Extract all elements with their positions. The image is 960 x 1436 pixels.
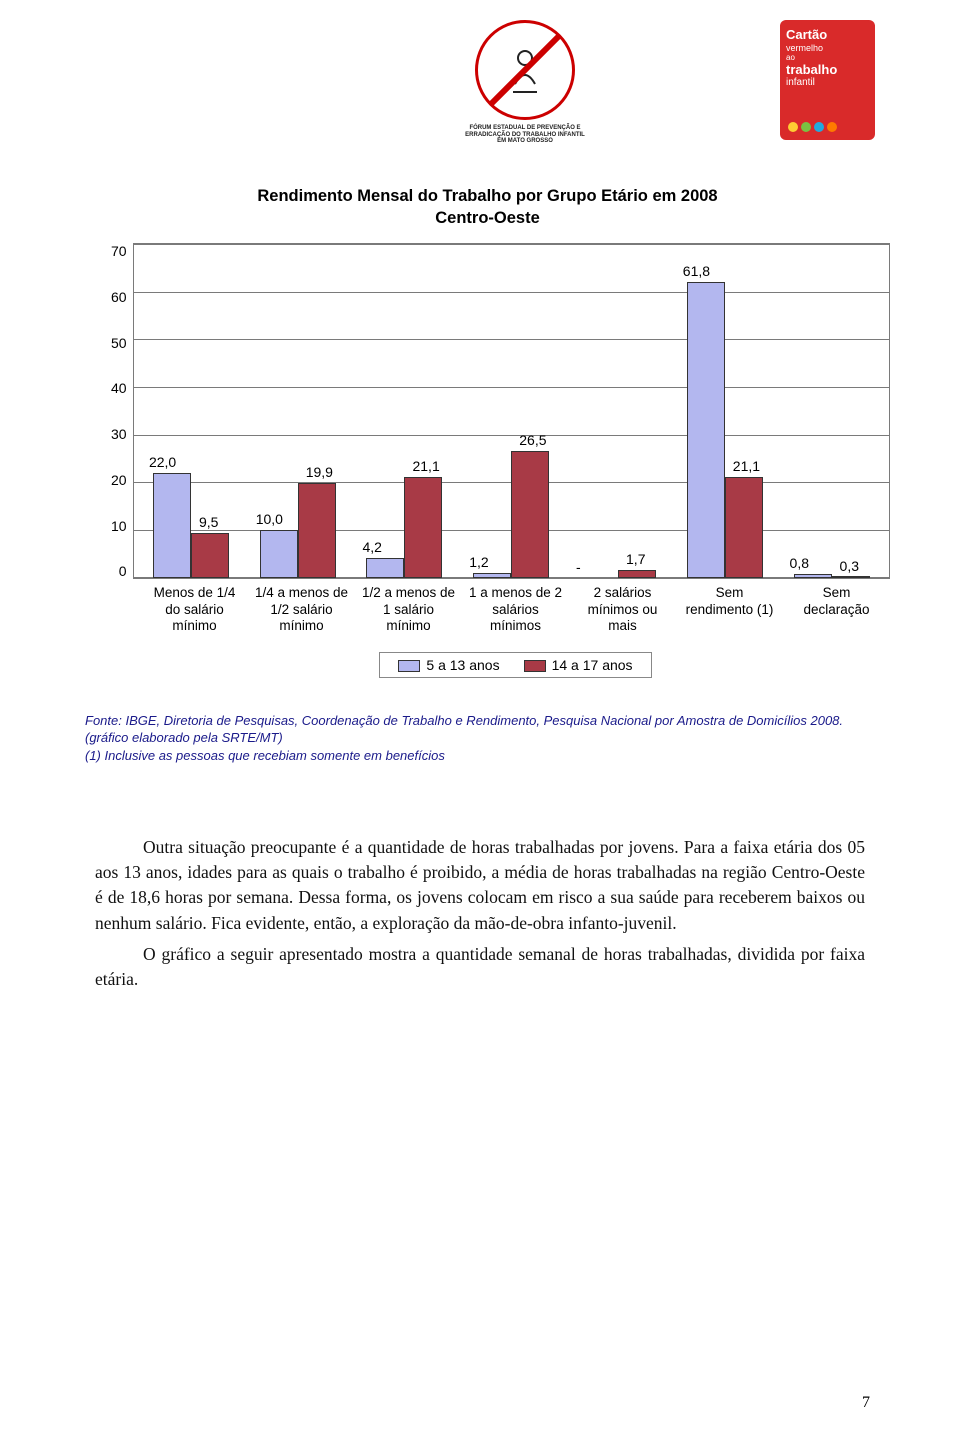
x-axis-label: 1/4 a menos de 1/2 salário mínimo bbox=[254, 585, 350, 634]
bar-value-label: 9,5 bbox=[199, 514, 218, 530]
cartao-line4: infantil bbox=[786, 77, 869, 88]
chart-title: Rendimento Mensal do Trabalho por Grupo … bbox=[85, 185, 890, 230]
bar-value-label: 19,9 bbox=[306, 464, 333, 480]
source-line1: Fonte: IBGE, Diretoria de Pesquisas, Coo… bbox=[85, 712, 875, 747]
bar-group: 4,221,1 bbox=[366, 477, 442, 578]
x-axis-label: 1/2 a menos de 1 salário mínimo bbox=[361, 585, 457, 634]
x-axis-label: 2 salários mínimos ou mais bbox=[575, 585, 671, 634]
bar bbox=[191, 533, 229, 579]
bar-group: 10,019,9 bbox=[260, 483, 336, 579]
forum-logo-block: FÓRUM ESTADUAL DE PREVENÇÃO E ERRADICAÇÃ… bbox=[460, 20, 590, 145]
chart-title-line1: Rendimento Mensal do Trabalho por Grupo … bbox=[257, 187, 717, 205]
legend-label-2: 14 a 17 anos bbox=[552, 657, 633, 673]
source-citation: Fonte: IBGE, Diretoria de Pesquisas, Coo… bbox=[85, 712, 875, 765]
paragraph-2: O gráfico a seguir apresentado mostra a … bbox=[95, 942, 865, 993]
x-axis-label: Sem declaração bbox=[789, 585, 885, 634]
bar-value-label: 4,2 bbox=[362, 539, 381, 555]
bar-group: 1,226,5 bbox=[473, 451, 549, 578]
bar bbox=[260, 530, 298, 578]
cartao-vermelho-badge: Cartão vermelho ao trabalho infantil bbox=[780, 20, 890, 140]
bar bbox=[832, 576, 870, 578]
legend: 5 a 13 anos 14 a 17 anos bbox=[379, 652, 651, 678]
no-child-labor-icon bbox=[475, 20, 575, 120]
bar-group: 0,80,3 bbox=[794, 574, 870, 578]
y-tick: 70 bbox=[111, 243, 127, 259]
bar-value-label: 22,0 bbox=[149, 454, 176, 470]
chart-title-line2: Centro-Oeste bbox=[435, 209, 540, 227]
bar-value-label: 26,5 bbox=[519, 432, 546, 448]
bar-group: 61,821,1 bbox=[687, 282, 763, 579]
bar bbox=[404, 477, 442, 578]
bar bbox=[298, 483, 336, 579]
bar-value-label: 0,3 bbox=[840, 558, 859, 574]
bar bbox=[366, 558, 404, 578]
cartao-decoration bbox=[788, 102, 867, 132]
y-tick: 50 bbox=[111, 335, 127, 351]
x-axis-label: 1 a menos de 2 salários mínimos bbox=[468, 585, 564, 634]
bar bbox=[153, 473, 191, 579]
forum-caption: FÓRUM ESTADUAL DE PREVENÇÃO E ERRADICAÇÃ… bbox=[460, 125, 590, 145]
legend-label-1: 5 a 13 anos bbox=[426, 657, 499, 673]
bar-group: 22,09,5 bbox=[153, 473, 229, 579]
y-tick: 40 bbox=[111, 380, 127, 396]
paragraph-1: Outra situação preocupante é a quantidad… bbox=[95, 835, 865, 937]
bar-value-label: 1,2 bbox=[469, 554, 488, 570]
chart-container: Rendimento Mensal do Trabalho por Grupo … bbox=[85, 185, 890, 678]
header: FÓRUM ESTADUAL DE PREVENÇÃO E ERRADICAÇÃ… bbox=[0, 0, 960, 155]
y-tick: 10 bbox=[111, 518, 127, 534]
cartao-line1: Cartão bbox=[786, 28, 869, 42]
legend-item-2: 14 a 17 anos bbox=[524, 657, 633, 673]
body-text: Outra situação preocupante é a quantidad… bbox=[95, 835, 865, 993]
bar-value-label: 10,0 bbox=[256, 511, 283, 527]
page-number: 7 bbox=[862, 1394, 870, 1412]
plot-area: 22,09,510,019,94,221,11,226,5-1,761,821,… bbox=[133, 243, 890, 579]
x-axis-label: Menos de 1/4 do salário mínimo bbox=[147, 585, 243, 634]
y-tick: 20 bbox=[111, 472, 127, 488]
bar bbox=[725, 477, 763, 578]
x-axis-label: Sem rendimento (1) bbox=[682, 585, 778, 634]
chart-frame: Quantidade (%) 706050403020100 22,09,510… bbox=[85, 243, 890, 579]
bar bbox=[618, 570, 656, 578]
bar-value-label: - bbox=[576, 559, 581, 575]
bar bbox=[687, 282, 725, 579]
bar-value-label: 0,8 bbox=[790, 555, 809, 571]
cartao-line3: trabalho bbox=[786, 63, 869, 77]
x-axis-labels: Menos de 1/4 do salário mínimo1/4 a meno… bbox=[141, 585, 890, 634]
cartao-line2: vermelho bbox=[786, 44, 869, 54]
y-axis-ticks: 70 60 50 40 30 20 10 0 bbox=[111, 243, 133, 579]
bar-value-label: 61,8 bbox=[683, 263, 710, 279]
bar bbox=[511, 451, 549, 578]
bar-groups: 22,09,510,019,94,221,11,226,5-1,761,821,… bbox=[134, 244, 889, 578]
cartao-card: Cartão vermelho ao trabalho infantil bbox=[780, 20, 875, 140]
bar-group: -1,7 bbox=[580, 570, 656, 578]
bar-value-label: 21,1 bbox=[733, 458, 760, 474]
bar-value-label: 21,1 bbox=[412, 458, 439, 474]
bar bbox=[794, 574, 832, 578]
y-tick: 60 bbox=[111, 289, 127, 305]
source-line2: (1) Inclusive as pessoas que recebiam so… bbox=[85, 747, 875, 765]
legend-item-1: 5 a 13 anos bbox=[398, 657, 499, 673]
y-tick: 0 bbox=[119, 563, 127, 579]
bar-value-label: 1,7 bbox=[626, 551, 645, 567]
y-tick: 30 bbox=[111, 426, 127, 442]
y-axis-label-wrap: Quantidade (%) bbox=[85, 243, 111, 579]
bar bbox=[473, 573, 511, 579]
